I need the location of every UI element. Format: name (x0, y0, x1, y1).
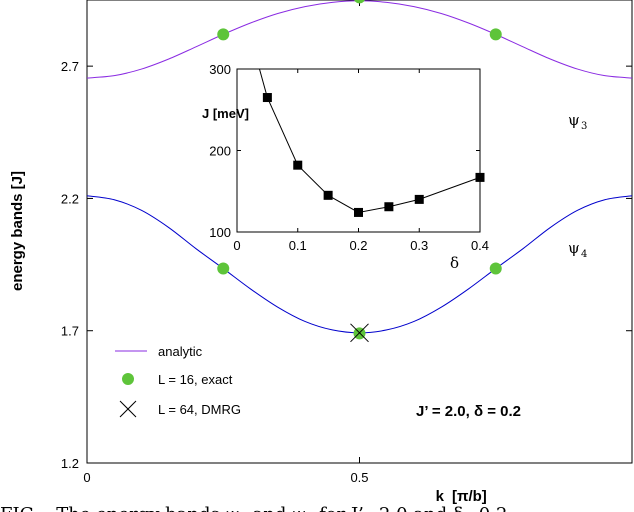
inset-data-point (354, 207, 363, 217)
exact-data-point (217, 262, 230, 275)
exact-data-point (217, 28, 230, 41)
inset-data-point (414, 194, 424, 204)
band-curve-psi3 (86, 0, 633, 79)
inset-curve-line (258, 68, 481, 213)
inset-plot-frame (236, 68, 481, 233)
y-axis-label: energy bands [J] (9, 171, 26, 291)
inset-y-tick-label: 100 (209, 225, 231, 240)
inset-x-tick-label: 0.4 (471, 238, 489, 253)
x-tick-label: 0.5 (350, 470, 368, 485)
legend-label-exact: L = 16, exact (158, 372, 233, 387)
inset-x-tick-label: 0.2 (349, 238, 367, 253)
inset-data-point (475, 172, 485, 182)
inset-data-point (293, 160, 303, 170)
band-label-psi4: ψ 4 (568, 239, 587, 260)
inset-y-axis-label: J [meV] (202, 106, 249, 121)
legend-cross-swatch (119, 400, 137, 418)
figure-caption: FIG. . The energy bands ψ₃ and ψ₄ for J’… (0, 504, 507, 512)
band-label-psi3: ψ 3 (568, 111, 587, 132)
band-label-psi3-subscript: 3 (581, 121, 587, 132)
inset-x-tick-label: 0 (233, 238, 240, 253)
legend-label-dmrg: L = 64, DMRG (158, 402, 241, 417)
dmrg-cross-stroke (350, 323, 369, 343)
x-axis-label: k (436, 488, 445, 505)
x-axis-unit: [π/b] (452, 488, 487, 505)
band-label-psi4-subscript: 4 (581, 249, 587, 260)
inset-x-tick-label: 0.1 (289, 238, 307, 253)
inset-x-axis-label: δ (450, 254, 459, 272)
y-tick-label: 2.7 (61, 59, 79, 74)
inset-y-tick-label: 300 (209, 62, 231, 77)
parameter-annotation: J’ = 2.0, δ = 0.2 (416, 403, 521, 420)
exact-data-point (354, 0, 365, 4)
dmrg-data-point (350, 323, 369, 343)
inset-y-tick-label: 200 (209, 144, 231, 159)
band-label-psi4-symbol: ψ (568, 239, 580, 257)
inset-data-point (262, 93, 272, 103)
band-label-psi3-symbol: ψ (568, 111, 580, 129)
inset-data-point (323, 190, 333, 200)
legend-circle-swatch (122, 373, 134, 385)
inset-data-point (384, 202, 394, 212)
x-tick-label: 0 (83, 470, 90, 485)
legend-label-analytic: analytic (158, 344, 203, 359)
y-tick-label: 1.2 (61, 456, 79, 471)
exact-data-point (489, 262, 502, 275)
inset-x-tick-label: 0.3 (410, 238, 428, 253)
legend: analytic L = 16, exact L = 64, DMRG (115, 344, 241, 418)
y-tick-label: 2.2 (61, 191, 79, 206)
exact-data-point (489, 28, 502, 41)
y-tick-label: 1.7 (61, 324, 79, 339)
